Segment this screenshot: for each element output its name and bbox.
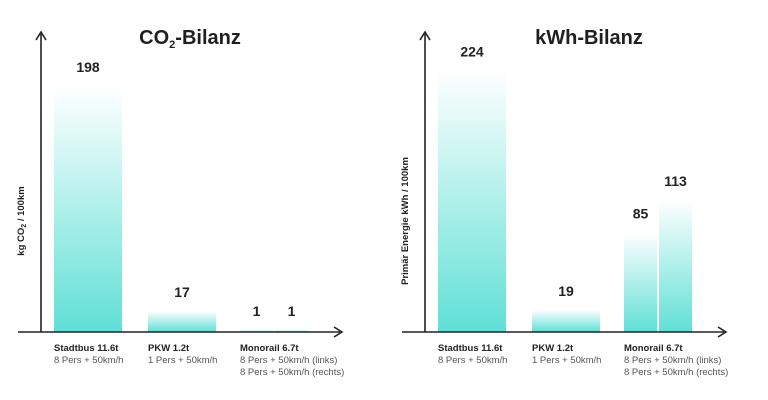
y-axis-label: Primär Energie kWh / 100km bbox=[400, 157, 411, 285]
bar-monorail-0 bbox=[624, 232, 657, 332]
data-label: 224 bbox=[460, 43, 484, 59]
chart-title: CO2-Bilanz bbox=[139, 27, 241, 51]
category-detail: 8 Pers + 50km/h (rechts) bbox=[240, 367, 344, 378]
data-label: 113 bbox=[664, 173, 687, 189]
category-label: Monorail 6.7t bbox=[624, 343, 683, 354]
data-label: 19 bbox=[558, 283, 574, 299]
bar-monorail-1 bbox=[659, 200, 692, 332]
chart-title: kWh-Bilanz bbox=[535, 27, 643, 49]
category-detail: 8 Pers + 50km/h bbox=[438, 355, 507, 366]
co2-chart: 198 Stadtbus 11.6t8 Pers + 50km/h 17 PKW 1.… bbox=[16, 27, 344, 378]
bar-pkw-0 bbox=[148, 310, 216, 332]
category-label: PKW 1.2t bbox=[532, 343, 574, 354]
category-label: Stadtbus 11.6t bbox=[438, 343, 503, 354]
category-detail: 1 Pers + 50km/h bbox=[148, 355, 217, 366]
data-label: 1 bbox=[288, 303, 296, 319]
kwh-chart: 224 Stadtbus 11.6t8 Pers + 50km/h 19 PKW 1.… bbox=[400, 27, 728, 378]
y-axis-arrow bbox=[35, 30, 47, 41]
y-axis-label: kg CO2 / 100km bbox=[16, 186, 28, 255]
bar-stadtbus-0 bbox=[54, 85, 122, 333]
x-axis-arrow bbox=[717, 326, 728, 338]
x-axis-arrow bbox=[333, 326, 344, 338]
category-label: PKW 1.2t bbox=[148, 343, 190, 354]
category-detail: 8 Pers + 50km/h bbox=[54, 355, 123, 366]
category-detail: 8 Pers + 50km/h (links) bbox=[240, 355, 337, 366]
data-label: 85 bbox=[633, 206, 649, 222]
bar-monorail-0 bbox=[240, 330, 273, 332]
category-detail: 1 Pers + 50km/h bbox=[532, 355, 601, 366]
data-label: 1 bbox=[253, 303, 261, 319]
bar-pkw-0 bbox=[532, 309, 600, 332]
bar-monorail-1 bbox=[275, 330, 308, 332]
data-label: 17 bbox=[174, 284, 190, 300]
y-axis-arrow bbox=[419, 30, 431, 41]
category-detail: 8 Pers + 50km/h (links) bbox=[624, 355, 721, 366]
bar-stadtbus-0 bbox=[438, 70, 506, 333]
category-label: Monorail 6.7t bbox=[240, 343, 299, 354]
category-label: Stadtbus 11.6t bbox=[54, 343, 119, 354]
category-detail: 8 Pers + 50km/h (rechts) bbox=[624, 367, 728, 378]
data-label: 198 bbox=[76, 59, 100, 75]
